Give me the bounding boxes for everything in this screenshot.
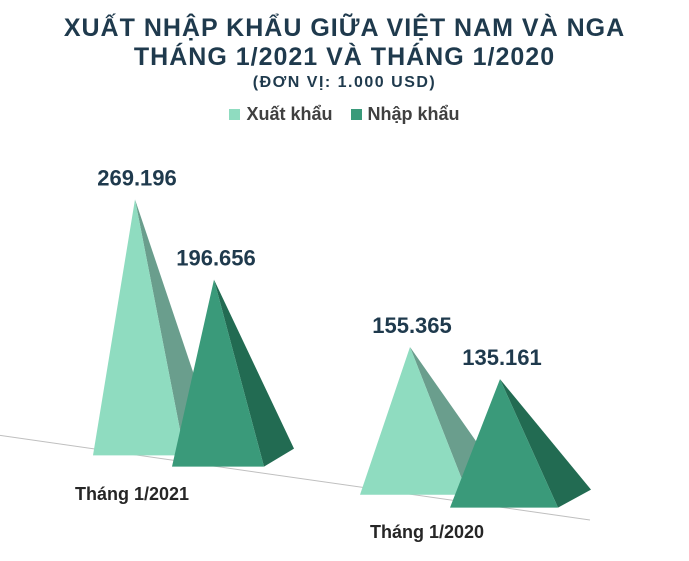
legend-swatch-export (229, 109, 241, 120)
pyramid-side-1-0 (214, 279, 294, 467)
pyramid-front-1-0 (172, 279, 264, 467)
legend-label-import: Nhập khẩu (367, 104, 460, 124)
pyramid-front-0-1 (360, 347, 468, 495)
chart-title-line-1: XUẤT NHẬP KHẨU GIỮA VIỆT NAM VÀ NGA (63, 14, 626, 42)
pyramid-side-1-1 (500, 379, 591, 508)
category-label-1: Tháng 1/2020 (370, 522, 484, 542)
category-label-0: Tháng 1/2021 (75, 484, 189, 504)
chart-subtitle: (ĐƠN VỊ: 1.000 USD) (252, 74, 437, 91)
pyramid-front-0-0 (93, 199, 185, 456)
legend: Xuất khẩu Nhập khẩu (0, 104, 689, 125)
chart-title-line-2: THÁNG 1/2021 VÀ THÁNG 1/2020 (133, 43, 556, 71)
value-label-0-0: 269.196 (97, 165, 177, 190)
legend-label-export: Xuất khẩu (246, 104, 333, 124)
legend-item-import: Nhập khẩu (350, 104, 460, 125)
value-label-1-0: 196.656 (176, 246, 256, 271)
value-label-1-1: 135.161 (462, 345, 542, 370)
pyramid-front-1-1 (450, 379, 558, 508)
legend-item-export: Xuất khẩu (229, 104, 333, 125)
value-label-0-1: 155.365 (372, 313, 452, 338)
legend-swatch-import (350, 109, 362, 120)
